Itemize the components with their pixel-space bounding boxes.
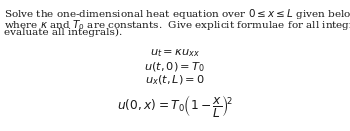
Text: Solve the one-dimensional heat equation over $0 \leq x \leq L$ given below: Solve the one-dimensional heat equation … [4,7,350,21]
Text: evaluate all integrals).: evaluate all integrals). [4,28,122,37]
Text: $u(t, 0) = T_0$: $u(t, 0) = T_0$ [145,60,205,74]
Text: $u_t = \kappa u_{xx}$: $u_t = \kappa u_{xx}$ [150,47,200,59]
Text: $u(0, x) = T_0\left(1 - \dfrac{x}{L}\right)^{\!2}$: $u(0, x) = T_0\left(1 - \dfrac{x}{L}\rig… [117,93,233,119]
Text: $u_x(t, L) = 0$: $u_x(t, L) = 0$ [145,73,205,87]
Text: where $\kappa$ and $T_0$ are constants.  Give explicit formulae for all integral: where $\kappa$ and $T_0$ are constants. … [4,18,350,31]
